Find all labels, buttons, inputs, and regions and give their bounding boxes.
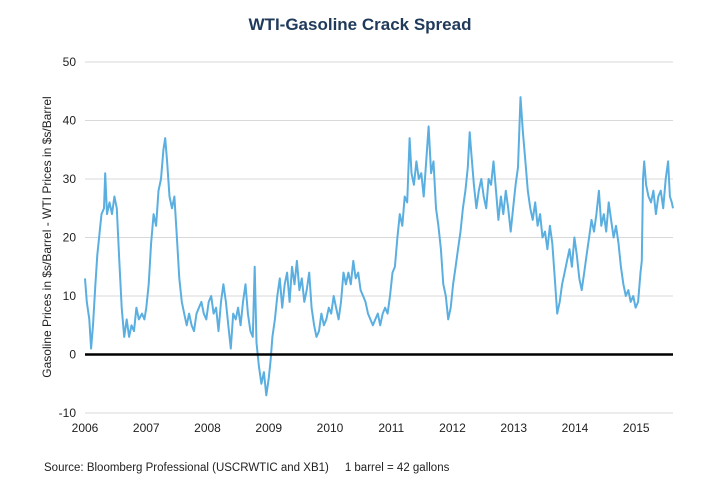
y-tick-label: 0 xyxy=(69,348,76,362)
y-tick-label: 10 xyxy=(63,289,77,303)
y-tick-label: 30 xyxy=(63,172,77,186)
x-tick-label: 2014 xyxy=(562,421,589,435)
y-tick-labels: -10 0 10 20 30 40 50 xyxy=(59,55,77,420)
gridlines xyxy=(85,61,673,414)
series-line xyxy=(84,96,674,397)
x-tick-label: 2010 xyxy=(317,421,344,435)
x-tick-label: 2009 xyxy=(255,421,282,435)
series-layer xyxy=(84,96,674,397)
x-tick-labels: 2006 2007 2008 2009 2010 2011 2012 2013 2014 2015 xyxy=(72,421,650,435)
y-tick-label: -10 xyxy=(59,406,77,420)
x-tick-label: 2012 xyxy=(439,421,466,435)
x-tick-label: 2015 xyxy=(623,421,650,435)
y-tick-label: 50 xyxy=(63,55,77,69)
x-tick-label: 2006 xyxy=(72,421,99,435)
x-tick-label: 2007 xyxy=(133,421,160,435)
x-tick-label: 2013 xyxy=(500,421,527,435)
y-tick-label: 20 xyxy=(63,231,77,245)
x-tick-label: 2011 xyxy=(378,421,404,435)
x-tick-label: 2008 xyxy=(194,421,221,435)
source-note: Source: Bloomberg Professional (USCRWTIC… xyxy=(44,462,450,474)
y-axis-label: Gasoline Prices in $s/Barrel - WTI Price… xyxy=(40,96,54,377)
y-tick-label: 40 xyxy=(63,114,77,128)
chart-title: WTI-Gasoline Crack Spread xyxy=(249,15,472,34)
